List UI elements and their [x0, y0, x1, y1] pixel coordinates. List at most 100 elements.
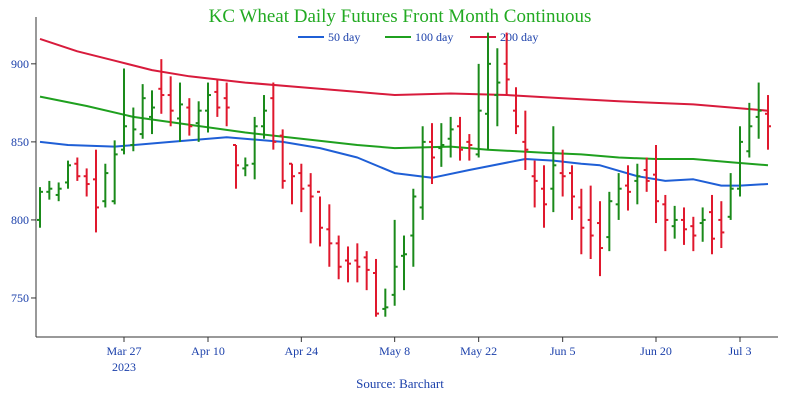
ohlc-bar	[438, 123, 445, 167]
ohlc-bars	[37, 32, 771, 317]
ohlc-bar	[690, 216, 697, 252]
ohlc-bar	[335, 235, 342, 280]
ohlc-bar	[727, 173, 734, 220]
ohlc-bar	[391, 219, 398, 306]
ohlc-bar	[606, 191, 613, 252]
ohlc-bar	[205, 82, 211, 133]
ohlc-bar	[419, 126, 426, 220]
ohlc-bar	[615, 173, 622, 220]
ohlc-bar	[279, 129, 286, 189]
ohlc-bar	[634, 163, 641, 205]
ma200-line	[39, 37, 769, 112]
ohlc-bar	[559, 149, 566, 197]
ohlc-bar	[167, 76, 174, 127]
ohlc-bar	[93, 149, 99, 233]
ohlc-bar	[447, 116, 454, 158]
legend-label-ma200: 200 day	[500, 30, 538, 44]
axes	[35, 17, 778, 338]
ohlc-bar	[522, 110, 529, 170]
ohlc-bar	[233, 144, 239, 189]
legend: 50 day 100 day 200 day	[298, 30, 538, 44]
y-tick-label: 850	[11, 135, 29, 149]
ohlc-bar	[251, 116, 258, 180]
ohlc-bar	[83, 168, 90, 197]
x-tick-sublabel: 2023	[112, 360, 136, 374]
ohlc-bar	[307, 173, 314, 244]
ohlc-bar	[37, 187, 43, 228]
moving-average-lines	[39, 37, 769, 187]
y-tick-label: 800	[11, 213, 29, 227]
y-axis-ticks: 750 800 850 900	[11, 57, 36, 305]
ohlc-bar	[718, 201, 725, 249]
ohlc-bar	[494, 48, 501, 127]
x-tick-label: Mar 27	[107, 344, 142, 358]
ohlc-bar	[130, 107, 137, 152]
ohlc-bar	[214, 79, 221, 117]
ohlc-bar	[195, 101, 202, 142]
ohlc-bar	[363, 251, 370, 291]
ohlc-bar	[653, 145, 659, 224]
ohlc-bar	[354, 243, 361, 283]
legend-label-ma50: 50 day	[328, 30, 360, 44]
ohlc-bar	[485, 32, 491, 150]
ohlc-bar	[466, 134, 473, 161]
ohlc-bar	[186, 98, 193, 136]
ohlc-bar	[578, 188, 585, 255]
x-tick-label: Jun 5	[550, 344, 576, 358]
ohlc-bar	[111, 140, 118, 205]
ohlc-bar	[550, 126, 557, 213]
ohlc-bar	[382, 288, 389, 317]
ohlc-bar	[681, 207, 687, 245]
x-tick-label: May 8	[379, 344, 410, 358]
ohlc-bar	[373, 258, 379, 317]
ohlc-bar	[177, 82, 183, 142]
ohlc-bar	[121, 68, 127, 155]
ohlc-bar	[158, 59, 165, 114]
ohlc-bar	[429, 123, 435, 185]
ohlc-bar	[746, 102, 753, 158]
x-axis-ticks: Mar 27 2023 Apr 10 Apr 24 May 8 May 22 Jun 5 Ju…	[107, 337, 752, 374]
ohlc-bar	[65, 160, 71, 189]
ohlc-bar	[317, 190, 323, 247]
ohlc-bar	[541, 165, 547, 228]
ohlc-bar	[587, 185, 594, 259]
source-label: Source: Barchart	[356, 376, 444, 391]
ohlc-bar	[261, 95, 267, 139]
y-tick-label: 750	[11, 291, 29, 305]
y-tick-label: 900	[11, 57, 29, 71]
x-tick-label: Apr 24	[284, 344, 318, 358]
ohlc-bar	[139, 84, 146, 139]
legend-label-ma100: 100 day	[415, 30, 453, 44]
ohlc-bar	[531, 160, 538, 208]
ohlc-bar	[662, 194, 669, 252]
ohlc-bar	[74, 157, 81, 181]
ohlc-bar	[625, 165, 631, 211]
ohlc-bar	[298, 163, 305, 213]
ohlc-bar	[242, 157, 249, 177]
x-tick-label: Jul 3	[728, 344, 751, 358]
ohlc-bar	[513, 87, 519, 135]
ohlc-bar	[699, 207, 706, 242]
ohlc-bar	[102, 163, 109, 208]
ohlc-bar	[643, 157, 650, 192]
x-tick-label: Jun 20	[640, 344, 672, 358]
ohlc-bar	[326, 204, 333, 267]
x-tick-label: Apr 10	[191, 344, 225, 358]
ohlc-bar	[569, 165, 575, 220]
ohlc-bar	[55, 182, 62, 202]
ohlc-bar	[223, 82, 230, 127]
ohlc-bar	[345, 246, 351, 283]
ohlc-bar	[289, 162, 295, 205]
ohlc-bar	[457, 116, 463, 161]
ma50-line	[39, 136, 769, 187]
ma100-line	[39, 95, 769, 167]
chart-title: KC Wheat Daily Futures Front Month Conti…	[209, 6, 592, 27]
ohlc-bar	[410, 188, 417, 267]
ohlc-bar	[671, 205, 678, 239]
ohlc-bar	[46, 180, 53, 200]
ohlc-bar	[597, 201, 603, 277]
ohlc-bar	[765, 95, 771, 150]
ohlc-bar	[149, 90, 155, 135]
ohlc-bar	[737, 126, 743, 197]
